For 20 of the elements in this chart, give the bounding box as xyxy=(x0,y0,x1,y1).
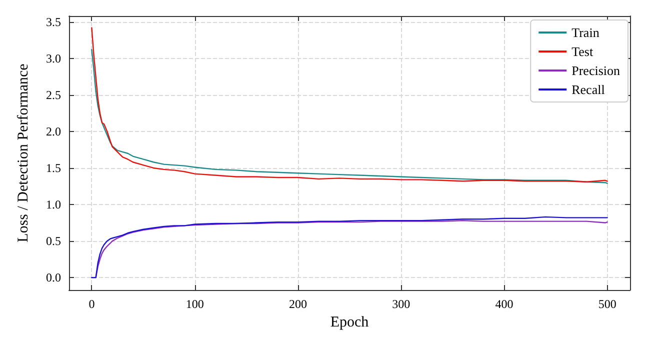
y-tick-label: 0.5 xyxy=(46,234,61,248)
legend-label: Test xyxy=(572,44,594,59)
x-tick-label: 500 xyxy=(598,297,616,311)
legend-label: Train xyxy=(572,25,600,40)
x-tick-label: 0 xyxy=(88,297,95,311)
x-tick-label: 200 xyxy=(288,297,307,311)
y-tick-label: 3.0 xyxy=(46,51,61,66)
legend-label: Precision xyxy=(572,63,620,78)
y-axis-title: Loss / Detection Performance xyxy=(16,63,32,242)
x-axis-title: Epoch xyxy=(330,314,370,330)
x-tick-label: 100 xyxy=(186,297,204,311)
y-tick-label: 3.5 xyxy=(46,14,61,29)
x-tick-label: 400 xyxy=(495,297,514,311)
y-tick-label: 1.5 xyxy=(46,160,61,175)
y-tick-label: 2.0 xyxy=(46,124,61,138)
y-tick-label: 1.0 xyxy=(46,198,61,212)
y-tick-label: 2.5 xyxy=(46,88,61,102)
x-tick-label: 300 xyxy=(392,297,410,311)
legend-label: Recall xyxy=(572,82,606,97)
y-tick-label: 0.0 xyxy=(46,270,61,285)
